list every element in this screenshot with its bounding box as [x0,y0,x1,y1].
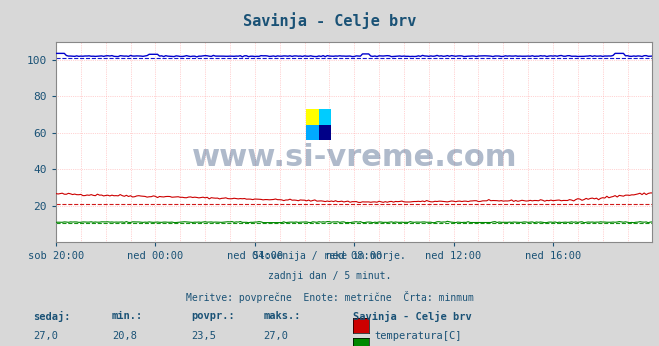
Text: min.:: min.: [112,311,143,321]
Text: povpr.:: povpr.: [191,311,235,321]
Bar [319,109,331,125]
Text: 23,5: 23,5 [191,331,216,342]
Text: www.si-vreme.com: www.si-vreme.com [192,143,517,172]
Text: Meritve: povprečne  Enote: metrične  Črta: minmum: Meritve: povprečne Enote: metrične Črta:… [186,291,473,303]
Bar [319,125,331,140]
Text: 27,0: 27,0 [33,331,58,342]
Text: maks.:: maks.: [264,311,301,321]
Text: 27,0: 27,0 [264,331,289,342]
Bar [306,109,319,125]
Text: zadnji dan / 5 minut.: zadnji dan / 5 minut. [268,271,391,281]
Text: sedaj:: sedaj: [33,311,71,322]
Text: Savinja - Celje brv: Savinja - Celje brv [243,12,416,29]
Text: Savinja - Celje brv: Savinja - Celje brv [353,311,471,322]
Text: Slovenija / reke in morje.: Slovenija / reke in morje. [253,251,406,261]
Text: 20,8: 20,8 [112,331,137,342]
Text: temperatura[C]: temperatura[C] [374,331,462,342]
Bar [306,125,319,140]
